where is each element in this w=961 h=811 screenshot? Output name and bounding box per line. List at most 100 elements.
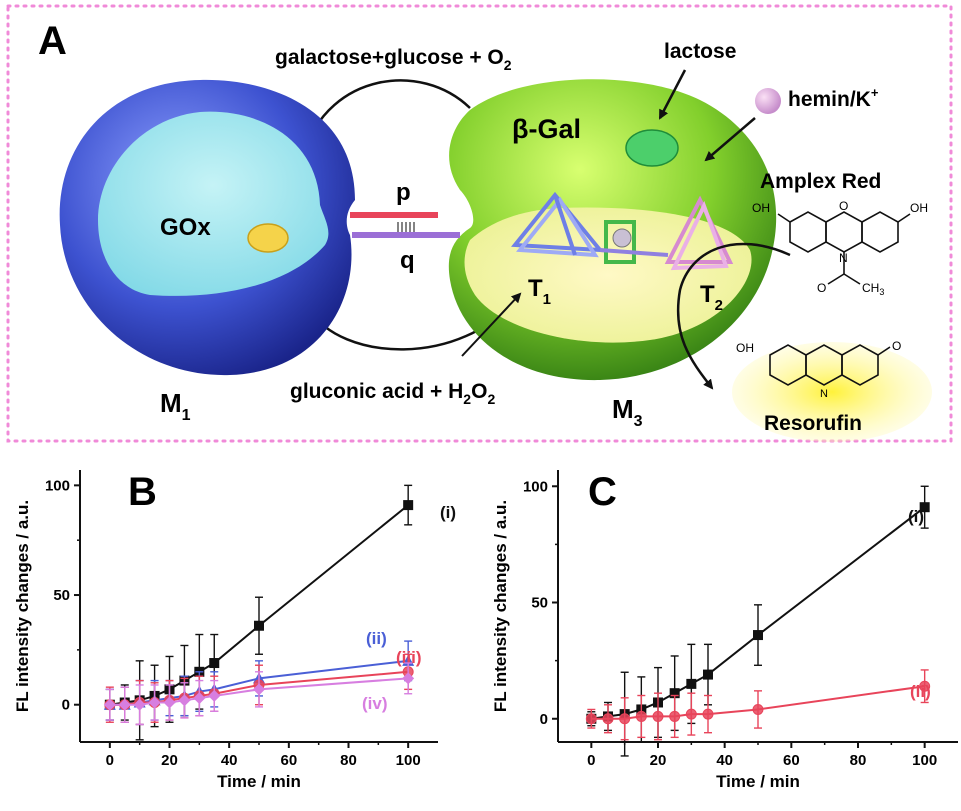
x-tick-label: 0 xyxy=(106,752,114,769)
strand-q-label: q xyxy=(400,247,415,274)
resorufin-label: Resorufin xyxy=(764,412,862,435)
panel-a: A galactose+glucose + O2 GOx β-Gal xyxy=(6,4,953,443)
amplex-oh-left: OH xyxy=(752,201,770,215)
series-label: (i) xyxy=(440,503,456,522)
series-line xyxy=(109,677,409,706)
hemin-label: hemin/K+ xyxy=(788,85,879,111)
lactose-arrow xyxy=(658,69,687,120)
data-point xyxy=(669,688,680,699)
panel-c-chart: 0 20 40 60 80 100 0 50 100 Time / min FL intensity… xyxy=(491,470,958,791)
series-label: (ii) xyxy=(366,629,387,648)
gal-sphere: β-Gal T1 T2 xyxy=(448,79,777,381)
y-tick-label: 0 xyxy=(540,711,548,728)
gal-enzyme-icon xyxy=(625,129,679,167)
data-point xyxy=(103,698,116,711)
resorufin-structure xyxy=(769,344,891,386)
x-tick-label: 40 xyxy=(716,752,733,769)
data-point xyxy=(669,710,681,722)
y-axis-label: FL intensity changes / a.u. xyxy=(491,500,510,712)
data-point xyxy=(585,713,597,725)
resorufin-oh: OH xyxy=(736,341,754,355)
data-point xyxy=(602,713,614,725)
x-tick-label: 20 xyxy=(650,752,667,769)
amplex-red-structure xyxy=(777,211,911,285)
x-tick-label: 0 xyxy=(587,752,595,769)
data-point xyxy=(178,694,191,707)
x-tick-label: 100 xyxy=(912,752,937,769)
series-line xyxy=(109,504,409,706)
amplex-to-resorufin-arrow xyxy=(676,242,791,390)
strand-p-label: p xyxy=(396,179,411,206)
series-4: (iv) xyxy=(103,662,415,726)
resorufin-n: N xyxy=(820,388,828,400)
strand-q xyxy=(352,232,460,238)
panel-c-label: C xyxy=(588,470,617,514)
x-tick-label: 80 xyxy=(850,752,867,769)
t2-dna-structure xyxy=(664,195,734,271)
x-axis-label: Time / min xyxy=(217,772,301,791)
series-label: (iii) xyxy=(396,648,422,667)
hemin-bead-icon xyxy=(755,88,781,114)
strand-p xyxy=(350,212,438,218)
y-axis-label: FL intensity changes / a.u. xyxy=(13,500,32,712)
panel-a-label: A xyxy=(38,19,67,63)
data-point xyxy=(403,500,414,511)
data-point xyxy=(919,680,931,692)
data-point xyxy=(652,710,664,722)
gox-sphere: GOx xyxy=(59,79,355,376)
data-point xyxy=(209,658,220,669)
gox-label: GOx xyxy=(160,214,211,241)
m1-label: M1 xyxy=(160,388,191,424)
data-point xyxy=(919,502,930,513)
m3-label: M3 xyxy=(612,394,643,430)
series-label: (iv) xyxy=(362,694,388,713)
series-line xyxy=(109,670,409,706)
data-point xyxy=(402,672,415,685)
y-tick-label: 50 xyxy=(531,595,548,612)
panel-b-chart: 0 20 40 60 80 100 0 50 100 Time / min FL intensity… xyxy=(13,470,456,791)
bottom-reaction-label: gluconic acid + H2O2 xyxy=(290,380,495,407)
x-tick-label: 80 xyxy=(340,752,357,769)
series-2: (ii) xyxy=(585,669,931,741)
t1-dna-structure xyxy=(511,191,605,258)
amplex-n: N xyxy=(839,251,848,265)
data-point xyxy=(703,669,713,680)
data-point xyxy=(619,713,631,725)
top-reaction-label: galactose+glucose + O2 xyxy=(275,46,512,73)
series-line xyxy=(591,506,926,720)
data-point xyxy=(752,703,764,715)
y-tick-label: 50 xyxy=(53,587,70,604)
lactose-label: lactose xyxy=(664,40,736,63)
data-point xyxy=(686,678,697,689)
resorufin-o: O xyxy=(892,339,901,353)
amplex-o2: O xyxy=(817,281,826,295)
data-point xyxy=(753,630,763,641)
amplex-red-label: Amplex Red xyxy=(760,170,881,193)
base-pair-ticks xyxy=(397,222,415,232)
gal-label: β-Gal xyxy=(512,114,581,144)
data-point xyxy=(193,692,206,705)
t-linker-line xyxy=(599,248,669,257)
x-tick-label: 60 xyxy=(280,752,297,769)
data-point xyxy=(702,708,714,720)
data-point xyxy=(253,683,265,696)
t1-arrow xyxy=(461,292,522,357)
y-tick-label: 0 xyxy=(62,697,70,714)
x-tick-label: 100 xyxy=(396,752,421,769)
panel-b-label: B xyxy=(128,470,157,514)
series-line xyxy=(591,685,925,720)
amplex-ch3: CH3 xyxy=(862,281,884,297)
data-point xyxy=(254,620,264,631)
t2-label: T2 xyxy=(700,281,723,314)
x-tick-label: 40 xyxy=(221,752,238,769)
amplex-o: O xyxy=(839,199,848,213)
x-axis-label: Time / min xyxy=(716,772,800,791)
data-point xyxy=(208,689,221,702)
panel-a-border xyxy=(6,4,953,443)
data-point xyxy=(118,698,131,711)
hemin-arrow xyxy=(704,117,756,162)
t1-label: T1 xyxy=(528,275,551,308)
resorufin-glow xyxy=(732,342,932,442)
data-point xyxy=(148,696,161,709)
